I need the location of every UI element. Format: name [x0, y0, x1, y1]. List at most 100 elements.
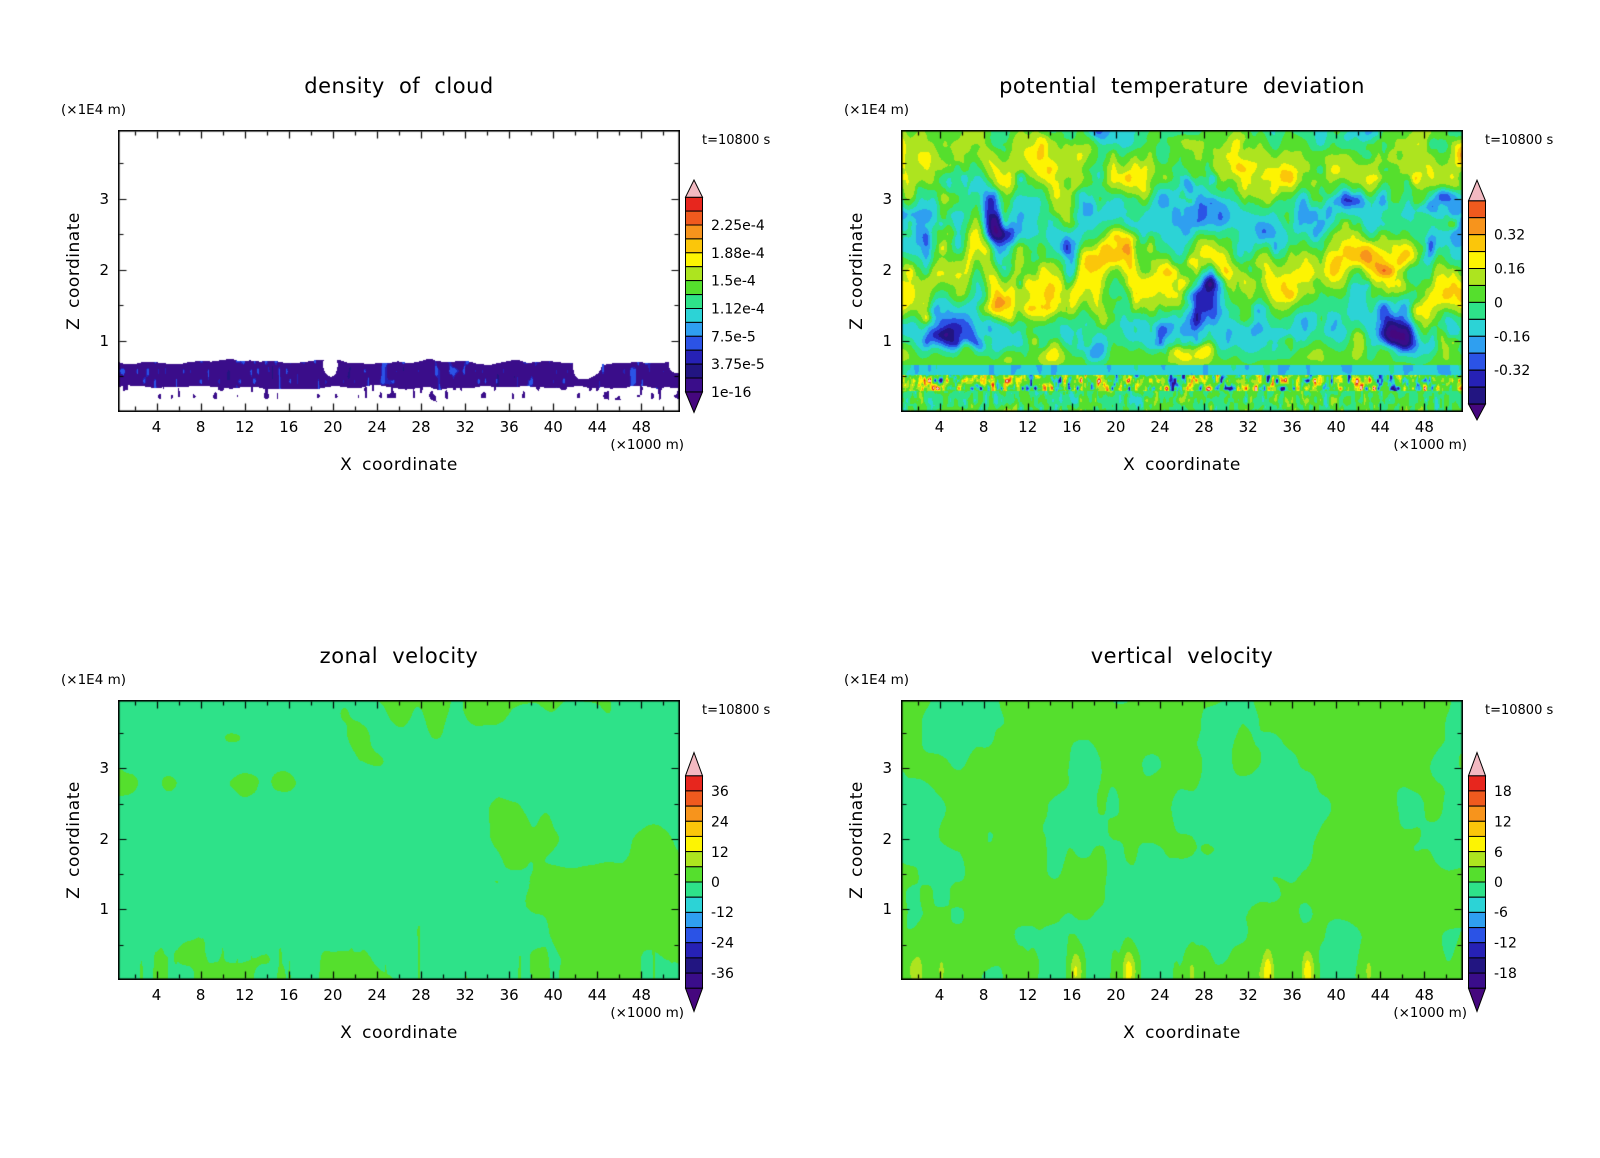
x-tick-label: 40 — [1326, 418, 1346, 436]
svg-text:-18: -18 — [1494, 966, 1517, 982]
x-tick-label: 44 — [1370, 418, 1390, 436]
y-tick-label: 1 — [882, 900, 892, 919]
x-axis-unit-label: (×1000 m) — [610, 1005, 684, 1021]
x-tick-label: 16 — [1062, 986, 1082, 1004]
panel-zonal-velocity: zonal velocity (×1E4 m) t=10800 s Z coor… — [61, 644, 770, 1043]
x-tick-label: 40 — [1326, 986, 1346, 1004]
svg-text:1e-16: 1e-16 — [711, 385, 751, 401]
x-tick-label: 16 — [1062, 418, 1082, 436]
x-axis-unit-label: (×1000 m) — [610, 437, 684, 453]
x-tick-label: 12 — [235, 418, 255, 436]
x-tick-label: 4 — [934, 986, 945, 1004]
x-axis-unit-label: (×1000 m) — [1393, 1005, 1467, 1021]
svg-text:12: 12 — [1494, 814, 1512, 830]
y-tick-label: 3 — [882, 759, 892, 778]
x-tick-label: 40 — [543, 418, 563, 436]
x-tick-label: 20 — [1106, 986, 1126, 1004]
svg-text:3.75e-5: 3.75e-5 — [711, 357, 765, 373]
x-tick-label: 36 — [499, 418, 519, 436]
panel-vertical-velocity: vertical velocity (×1E4 m) t=10800 s Z c… — [844, 644, 1553, 1043]
x-tick-label: 32 — [455, 418, 475, 436]
colorbar: 0.32 0.16 0 -0.16 -0.32 — [1467, 178, 1530, 422]
x-tick-label: 28 — [411, 418, 431, 436]
svg-text:24: 24 — [711, 814, 729, 830]
y-tick-label: 3 — [882, 189, 892, 208]
x-tick-label: 36 — [1282, 986, 1302, 1004]
svg-text:-36: -36 — [711, 966, 734, 982]
panel-potential-temperature-deviation: potential temperature deviation (×1E4 m)… — [844, 74, 1553, 475]
svg-text:2.25e-4: 2.25e-4 — [711, 218, 765, 234]
y-axis-unit-label: (×1E4 m) — [61, 672, 126, 688]
x-tick-label: 24 — [1150, 418, 1170, 436]
x-tick-label: 16 — [279, 986, 299, 1004]
x-axis-label: X coordinate — [1123, 455, 1241, 475]
svg-text:-12: -12 — [711, 905, 734, 921]
x-tick-label: 16 — [279, 418, 299, 436]
x-tick-label: 4 — [934, 418, 945, 436]
plot-title: vertical velocity — [1090, 644, 1274, 668]
x-tick-label: 40 — [543, 986, 563, 1004]
y-axis-unit-label: (×1E4 m) — [844, 102, 909, 118]
x-tick-label: 12 — [1018, 986, 1038, 1004]
svg-text:6: 6 — [1494, 845, 1503, 861]
svg-text:-24: -24 — [711, 936, 734, 952]
svg-text:-6: -6 — [1494, 905, 1508, 921]
x-tick-label: 20 — [323, 418, 343, 436]
svg-text:1.5e-4: 1.5e-4 — [711, 274, 756, 290]
svg-text:0.16: 0.16 — [1494, 262, 1525, 278]
x-tick-label: 32 — [1238, 418, 1258, 436]
svg-text:1.88e-4: 1.88e-4 — [711, 246, 765, 262]
time-label: t=10800 s — [1485, 133, 1554, 148]
x-tick-label: 24 — [367, 986, 387, 1004]
x-tick-label: 36 — [499, 986, 519, 1004]
contour-plot-canvas — [901, 130, 1463, 412]
contour-plot-canvas — [118, 130, 680, 412]
x-tick-label: 44 — [587, 418, 607, 436]
x-tick-label: 8 — [195, 986, 206, 1004]
svg-text:7.5e-5: 7.5e-5 — [711, 329, 756, 345]
y-tick-label: 1 — [882, 331, 892, 350]
x-tick-label: 44 — [587, 986, 607, 1004]
x-tick-label: 48 — [1414, 418, 1434, 436]
y-tick-label: 2 — [99, 829, 109, 848]
x-tick-label: 48 — [1414, 986, 1434, 1004]
svg-text:-12: -12 — [1494, 936, 1517, 952]
y-axis-unit-label: (×1E4 m) — [844, 672, 909, 688]
time-label: t=10800 s — [1485, 703, 1554, 718]
x-tick-label: 28 — [1194, 418, 1214, 436]
contour-plot-canvas — [118, 700, 680, 980]
y-tick-label: 1 — [99, 331, 109, 350]
x-tick-label: 20 — [323, 986, 343, 1004]
x-tick-label: 32 — [1238, 986, 1258, 1004]
svg-text:18: 18 — [1494, 784, 1512, 800]
x-axis-label: X coordinate — [340, 1023, 458, 1043]
y-tick-label: 3 — [99, 759, 109, 778]
x-tick-label: 44 — [1370, 986, 1390, 1004]
svg-text:0: 0 — [1494, 295, 1503, 311]
svg-text:-0.32: -0.32 — [1494, 363, 1530, 379]
x-tick-label: 12 — [1018, 418, 1038, 436]
x-tick-label: 48 — [631, 986, 651, 1004]
x-tick-label: 24 — [367, 418, 387, 436]
x-tick-label: 48 — [631, 418, 651, 436]
x-tick-label: 4 — [151, 986, 162, 1004]
x-axis-label: X coordinate — [340, 455, 458, 475]
svg-text:12: 12 — [711, 845, 729, 861]
svg-text:0: 0 — [711, 875, 720, 891]
plot-title: density of cloud — [304, 74, 494, 98]
x-tick-label: 12 — [235, 986, 255, 1004]
x-tick-label: 8 — [978, 986, 989, 1004]
colorbar: 2.25e-4 1.88e-4 1.5e-4 1.12e-4 7.5e-5 3.75e-5… — [684, 178, 765, 414]
x-axis-label: X coordinate — [1123, 1023, 1241, 1043]
y-axis-unit-label: (×1E4 m) — [61, 102, 126, 118]
plot-title: zonal velocity — [319, 644, 479, 668]
x-tick-label: 28 — [1194, 986, 1214, 1004]
svg-text:-0.16: -0.16 — [1494, 329, 1530, 345]
y-tick-label: 3 — [99, 189, 109, 208]
x-tick-label: 4 — [151, 418, 162, 436]
colorbar: 36 24 12 0 -12 -24 -36 — [684, 751, 734, 1013]
x-tick-label: 28 — [411, 986, 431, 1004]
x-tick-label: 8 — [195, 418, 206, 436]
contour-plot-canvas — [901, 700, 1463, 980]
x-tick-label: 32 — [455, 986, 475, 1004]
